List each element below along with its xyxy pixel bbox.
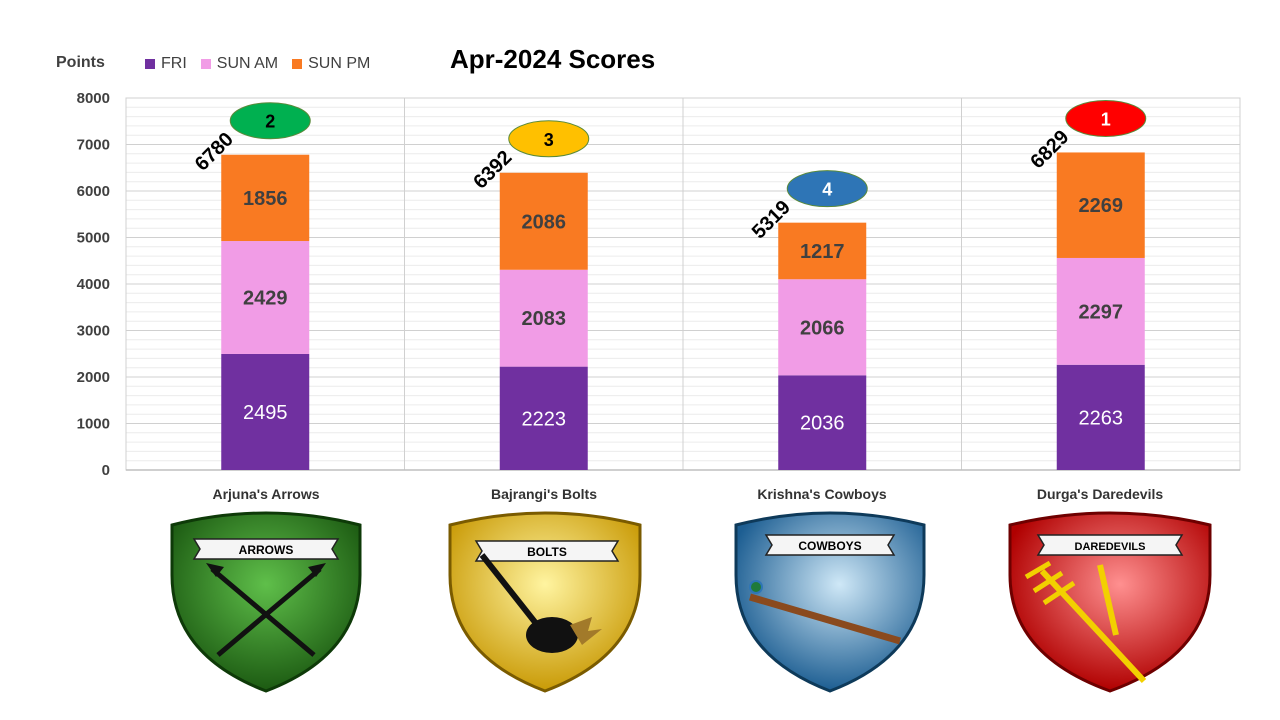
bar-segment xyxy=(1056,257,1145,365)
bar-value-label: 2086 xyxy=(522,211,567,233)
y-tick-label: 4000 xyxy=(77,276,110,293)
team-name-durga: Durga's Daredevils xyxy=(1036,486,1164,502)
rank-label: 2 xyxy=(265,112,275,132)
bar-value-label: 1217 xyxy=(800,241,845,263)
bar-segment xyxy=(1056,152,1145,258)
rank-badge xyxy=(229,102,311,140)
daredevils-shield-logo: DAREDEVILS xyxy=(1008,511,1212,693)
bar-value-label: 2223 xyxy=(522,408,567,430)
legend-swatch-sun-am xyxy=(200,59,211,69)
y-tick-label: 5000 xyxy=(77,230,110,247)
bar-segment xyxy=(499,269,588,367)
bar-segment xyxy=(1056,364,1145,470)
bar-segment xyxy=(499,172,588,270)
arrows-shield-logo: ARROWS xyxy=(170,511,362,693)
bar-value-label: 1856 xyxy=(243,188,288,210)
y-tick-label: 6000 xyxy=(77,183,110,200)
team-name-bajrangi: Bajrangi's Bolts xyxy=(490,486,598,502)
chart-title: Apr-2024 Scores xyxy=(450,44,656,74)
bar-value-label: 2036 xyxy=(800,413,845,435)
legend-item-fri: FRI xyxy=(145,55,187,73)
y-tick-label: 3000 xyxy=(77,323,110,340)
bolts-shield-logo: BOLTS xyxy=(448,511,642,693)
arrows-banner-text: ARROWS xyxy=(239,543,294,557)
bar-value-label: 2269 xyxy=(1079,195,1124,217)
bar-value-label: 2297 xyxy=(1079,301,1124,323)
rank-badge xyxy=(786,170,868,208)
bar-value-label: 2495 xyxy=(243,402,288,424)
bar-segment xyxy=(499,366,588,470)
y-tick-label: 0 xyxy=(102,462,110,479)
bar-segment xyxy=(778,279,867,376)
bolts-banner-text: BOLTS xyxy=(527,545,567,559)
y-tick-label: 1000 xyxy=(77,416,110,433)
bar-segment xyxy=(221,154,310,242)
rank-label: 3 xyxy=(544,130,554,150)
rank-label: 1 xyxy=(1101,109,1111,129)
rank-badge xyxy=(1065,99,1147,137)
rank-badge xyxy=(508,120,590,158)
y-tick-label: 2000 xyxy=(77,369,110,386)
team-name-krishna: Krishna's Cowboys xyxy=(757,486,887,502)
rank-label: 4 xyxy=(822,180,832,200)
bar-segment xyxy=(778,375,867,470)
legend-label-fri: FRI xyxy=(161,55,187,72)
cowboys-banner-text: COWBOYS xyxy=(798,539,861,553)
y-tick-label: 8000 xyxy=(77,90,110,107)
legend-swatch-fri xyxy=(145,59,155,69)
cowboys-shield-logo: COWBOYS xyxy=(734,511,926,693)
legend-label-sun-am: SUN AM xyxy=(216,55,279,72)
legend: FRI SUN AM SUN PM xyxy=(145,55,384,73)
bar-value-label: 2263 xyxy=(1079,407,1124,429)
legend-swatch-sun-pm xyxy=(292,59,303,69)
legend-item-sun-am: SUN AM xyxy=(200,55,279,73)
legend-label-sun-pm: SUN PM xyxy=(308,55,371,72)
bar-value-label: 2066 xyxy=(800,317,845,339)
bar-value-label: 2429 xyxy=(243,288,288,310)
bar-segment xyxy=(221,353,310,470)
y-axis-label: Points xyxy=(56,54,105,71)
bar-segment xyxy=(221,241,310,354)
legend-item-sun-pm: SUN PM xyxy=(292,55,370,73)
bar-segment xyxy=(778,222,867,280)
bar-value-label: 2083 xyxy=(522,308,567,330)
y-tick-label: 7000 xyxy=(77,137,110,154)
daredevils-banner-text: DAREDEVILS xyxy=(1075,541,1146,553)
team-name-arjuna: Arjuna's Arrows xyxy=(212,486,320,502)
